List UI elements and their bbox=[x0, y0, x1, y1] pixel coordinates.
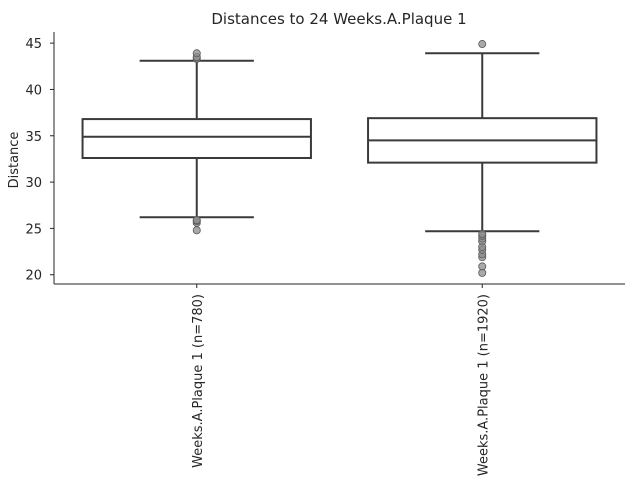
x-tick-label: Weeks.A.Plaque 1 (n=1920) bbox=[476, 294, 491, 476]
chart-title: Distances to 24 Weeks.A.Plaque 1 bbox=[211, 10, 466, 28]
y-tick-label: 20 bbox=[25, 269, 42, 284]
y-tick-label: 30 bbox=[25, 176, 42, 191]
boxes-group bbox=[81, 40, 598, 277]
box-series-1 bbox=[81, 49, 312, 235]
y-axis-label: Distance bbox=[7, 132, 22, 189]
outlier-point bbox=[478, 40, 487, 49]
outlier-point bbox=[478, 229, 487, 238]
x-tick-label: Weeks.A.Plaque 1 (n=780) bbox=[191, 294, 206, 468]
iqr-box bbox=[81, 118, 312, 159]
outlier-point bbox=[192, 226, 201, 235]
y-ticks: 20 25 30 35 40 45 bbox=[25, 37, 54, 284]
y-tick-label: 25 bbox=[25, 222, 42, 237]
y-tick-label: 45 bbox=[25, 37, 42, 52]
x-ticks: Weeks.A.Plaque 1 (n=780) Weeks.A.Plaque 1… bbox=[191, 284, 491, 476]
outlier-point bbox=[192, 216, 201, 225]
outlier-point bbox=[192, 49, 201, 58]
y-tick-label: 40 bbox=[25, 83, 42, 98]
box-series-2 bbox=[367, 40, 598, 277]
y-tick-label: 35 bbox=[25, 130, 42, 145]
outlier-point bbox=[478, 262, 487, 271]
